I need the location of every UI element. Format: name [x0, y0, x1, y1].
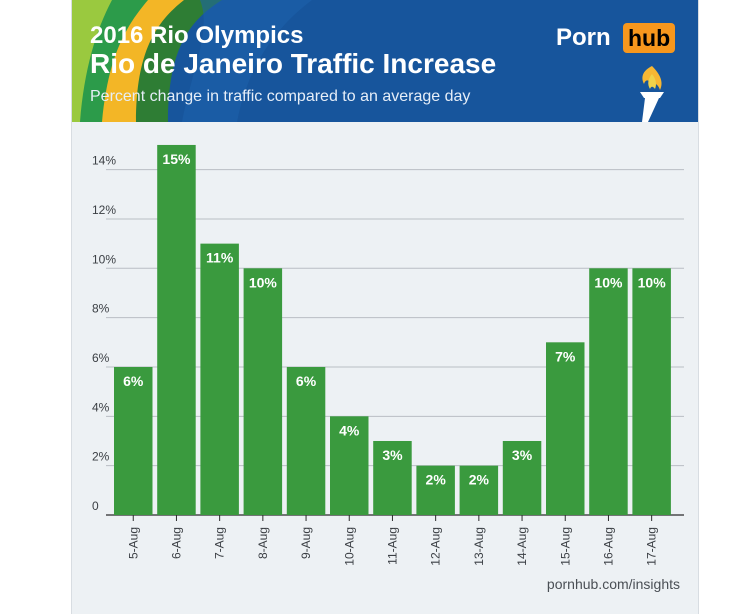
- header-wave-decoration: [72, 0, 312, 122]
- bar: [114, 366, 153, 515]
- bar: [243, 268, 283, 515]
- bar-value-label: 4%: [339, 422, 360, 438]
- x-tick-label: 15-Aug: [558, 527, 572, 566]
- source-link[interactable]: pornhub.com/insights: [546, 576, 680, 592]
- logo-text-porn: Porn: [556, 24, 611, 51]
- bar: [502, 440, 542, 515]
- bar: [286, 366, 326, 515]
- bar: [546, 342, 585, 515]
- bar-value-label: 7%: [555, 348, 576, 364]
- y-axis-ticks: 0 2% 4% 6% 8% 10% 12% 14%: [92, 154, 116, 513]
- y-tick-label: 6%: [92, 351, 110, 365]
- y-tick-label: 0: [92, 499, 99, 513]
- x-tick-label: 8-Aug: [256, 527, 270, 559]
- subtitle: Percent change in traffic compared to an…: [90, 88, 471, 105]
- bar-value-label: 10%: [249, 274, 278, 290]
- x-tick-label: 7-Aug: [213, 527, 227, 559]
- bar-value-label: 15%: [162, 151, 191, 167]
- bar: [373, 440, 412, 515]
- title-line-2: Rio de Janeiro Traffic Increase: [90, 48, 497, 79]
- bar-value-label: 6%: [296, 373, 317, 389]
- x-tick-label: 16-Aug: [601, 527, 615, 566]
- y-tick-label: 12%: [92, 203, 116, 217]
- y-tick-label: 10%: [92, 252, 116, 266]
- bar: [459, 465, 499, 515]
- bar-value-label: 2%: [426, 472, 447, 488]
- infographic-card: 2016 Rio Olympics Rio de Janeiro Traffic…: [71, 0, 699, 614]
- bar: [589, 268, 628, 515]
- x-tick-label: 14-Aug: [515, 527, 529, 566]
- bar: [157, 144, 196, 515]
- x-tick-label: 17-Aug: [645, 527, 659, 566]
- x-tick-label: 13-Aug: [472, 527, 486, 566]
- x-tick-label: 12-Aug: [429, 527, 443, 566]
- bar: [200, 243, 239, 515]
- x-tick-label: 9-Aug: [299, 527, 313, 559]
- y-tick-label: 4%: [92, 400, 110, 414]
- torch-icon: [640, 66, 664, 122]
- bar-value-label: 3%: [382, 447, 403, 463]
- x-tick-label: 5-Aug: [126, 527, 140, 559]
- bar-chart: 0 2% 4% 6% 8% 10% 12% 14% 6% 15% 11% 10% 6% 4% 3% 2% 2%…: [92, 144, 684, 566]
- bar-value-label: 10%: [594, 274, 623, 290]
- title-line-1: 2016 Rio Olympics: [90, 22, 304, 49]
- y-tick-label: 8%: [92, 302, 110, 316]
- bar: [416, 465, 455, 515]
- bar-value-label: 11%: [206, 250, 234, 266]
- bars: 6% 15% 11% 10% 6% 4% 3% 2% 2% 3% 7% 10% 10%: [114, 144, 671, 515]
- x-tick-label: 11-Aug: [385, 527, 399, 565]
- x-axis-ticks: 5-Aug 6-Aug 7-Aug 8-Aug 9-Aug 10-Aug 11-Aug 12-…: [126, 515, 659, 566]
- x-tick-label: 6-Aug: [169, 527, 183, 559]
- y-tick-label: 2%: [92, 450, 110, 464]
- bar: [632, 268, 671, 515]
- bar-value-label: 6%: [123, 373, 144, 389]
- x-tick-label: 10-Aug: [342, 527, 356, 566]
- y-tick-label: 14%: [92, 154, 116, 168]
- logo-text-hub: hub: [623, 23, 676, 53]
- header-banner: 2016 Rio Olympics Rio de Janeiro Traffic…: [72, 0, 698, 122]
- bar: [330, 416, 369, 515]
- bar-value-label: 10%: [638, 274, 667, 290]
- bar-value-label: 2%: [469, 472, 490, 488]
- bar-value-label: 3%: [512, 447, 533, 463]
